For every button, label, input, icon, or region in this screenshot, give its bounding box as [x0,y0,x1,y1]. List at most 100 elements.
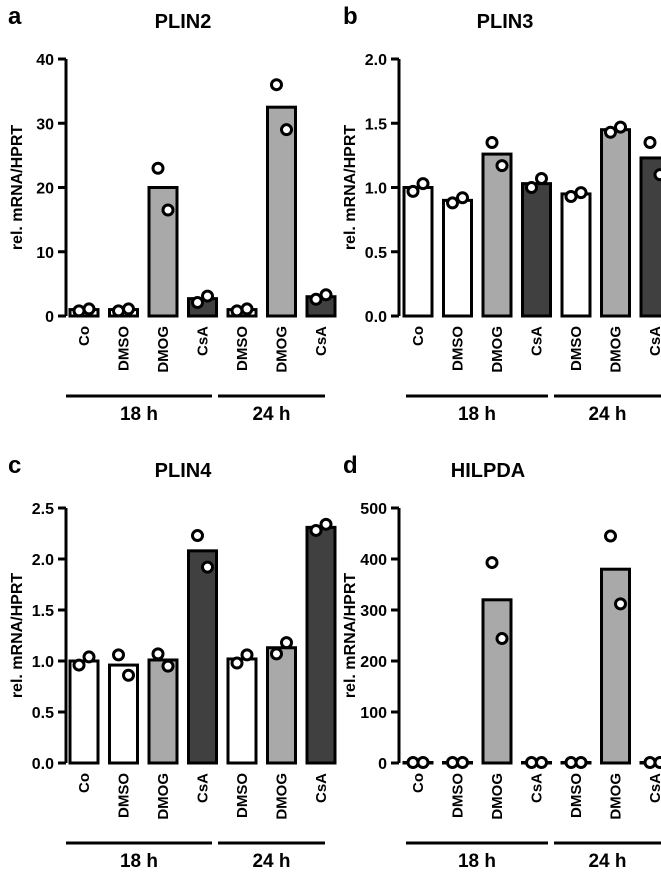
chart-panel-c: c PLIN4 rel. mRNA/HPRT 0.0 0.5 1.0 1.5 2.0 2.5 Co… [8,452,337,872]
chart-title: HILPDA [451,460,525,482]
group-label: 18 h [120,851,158,872]
x-tick-label: DMSO [450,326,467,371]
x-tick-label: Co [410,326,427,346]
data-point [614,597,627,611]
chart-panel-d: d HILPDA rel. mRNA/HPRT 0 100 200 300 400 500 Co D… [342,452,661,872]
data-point [416,177,430,191]
y-tick-label: 1.0 [32,654,54,671]
data-point [191,529,204,543]
data-point [230,656,244,670]
data-point [201,560,214,574]
data-point [122,668,135,682]
x-tick-label: Co [76,773,93,793]
data-point [72,304,86,318]
y-tick-label: 0.0 [32,756,54,773]
x-tick-label: DMSO [116,773,133,818]
y-tick-label: 0.0 [365,309,387,326]
x-tick-label: CsA [195,326,212,356]
bar [147,658,179,765]
data-point [456,755,469,769]
data-point [191,296,204,310]
data-point [122,302,135,316]
data-point [653,755,661,769]
x-tick-label: DMOG [274,773,291,820]
x-tick-label: DMOG [489,326,506,373]
data-point [525,181,538,194]
bar [481,152,513,318]
y-tick-label: 0 [378,756,387,773]
data-point [230,304,244,318]
data-point [240,302,254,316]
x-tick-label: CsA [195,773,212,803]
y-tick-label: 30 [36,116,54,133]
x-tick-label: DMOG [489,773,506,820]
data-point [151,647,165,661]
data-point [564,189,578,203]
bar [108,663,139,765]
y-axis-label: rel. mRNA/HPRT [342,573,359,699]
chart-title: PLIN3 [477,11,534,33]
x-tick-label: DMOG [155,326,172,373]
y-tick-label: 0.5 [32,705,54,722]
y-tick-label: 2.0 [365,52,387,69]
x-tick-label: DMSO [234,326,251,371]
y-tick-label: 300 [360,603,387,620]
panel-letter: a [8,3,22,30]
data-point [604,125,617,139]
x-tick-label: Co [76,326,93,346]
x-tick-label: DMOG [608,326,625,373]
data-point [270,78,283,92]
bar [266,105,297,318]
x-tick-label: DMSO [234,773,251,818]
x-tick-label: DMSO [450,773,467,818]
y-tick-label: 40 [36,52,54,69]
y-tick-label: 1.0 [365,181,387,198]
group-label: 18 h [458,851,496,872]
bar [442,198,473,318]
data-point [240,648,254,662]
group-label: 24 h [252,851,290,872]
y-tick-label: 100 [360,705,387,722]
data-point [161,659,175,673]
bar [68,659,100,765]
bar [187,549,218,765]
y-tick-label: 1.5 [32,603,54,620]
chart-title: PLIN2 [155,11,212,33]
chart-panel-b: b PLIN3 rel. mRNA/HPRT 0.0 0.5 1.0 1.5 2.0 Co DMS… [342,3,661,425]
data-point [446,196,459,210]
bar [560,192,592,318]
x-tick-label: DMOG [274,326,291,373]
data-point [112,648,125,662]
y-tick-label: 1.5 [365,116,387,133]
data-point [604,529,617,543]
data-point [151,161,165,175]
data-point [495,159,509,173]
data-point [82,650,96,664]
data-point [643,136,657,150]
data-point [270,647,283,661]
y-axis-label: rel. mRNA/HPRT [9,125,26,251]
x-tick-label: DMSO [116,326,133,371]
x-tick-label: DMOG [155,773,172,820]
y-axis-label: rel. mRNA/HPRT [9,573,26,699]
group-label: 24 h [588,851,626,872]
data-point [535,755,548,769]
data-point [406,184,420,198]
bar [481,598,513,765]
y-tick-label: 500 [360,501,387,518]
data-point [161,203,175,217]
x-tick-label: DMOG [608,773,625,820]
chart-title: PLIN4 [155,460,213,482]
data-point [319,517,333,531]
bar [600,128,631,318]
data-point [495,632,509,646]
bar [226,657,258,765]
panel-letter: b [343,3,358,30]
data-point [574,186,588,200]
x-tick-label: CsA [313,773,330,803]
data-point [416,755,430,769]
data-point [309,292,323,306]
x-tick-label: DMSO [568,773,585,818]
x-tick-label: CsA [529,773,546,803]
chart-panel-a: a PLIN2 rel. mRNA/HPRT 0 10 20 30 40 Co DMSO DMOG C… [8,3,337,425]
